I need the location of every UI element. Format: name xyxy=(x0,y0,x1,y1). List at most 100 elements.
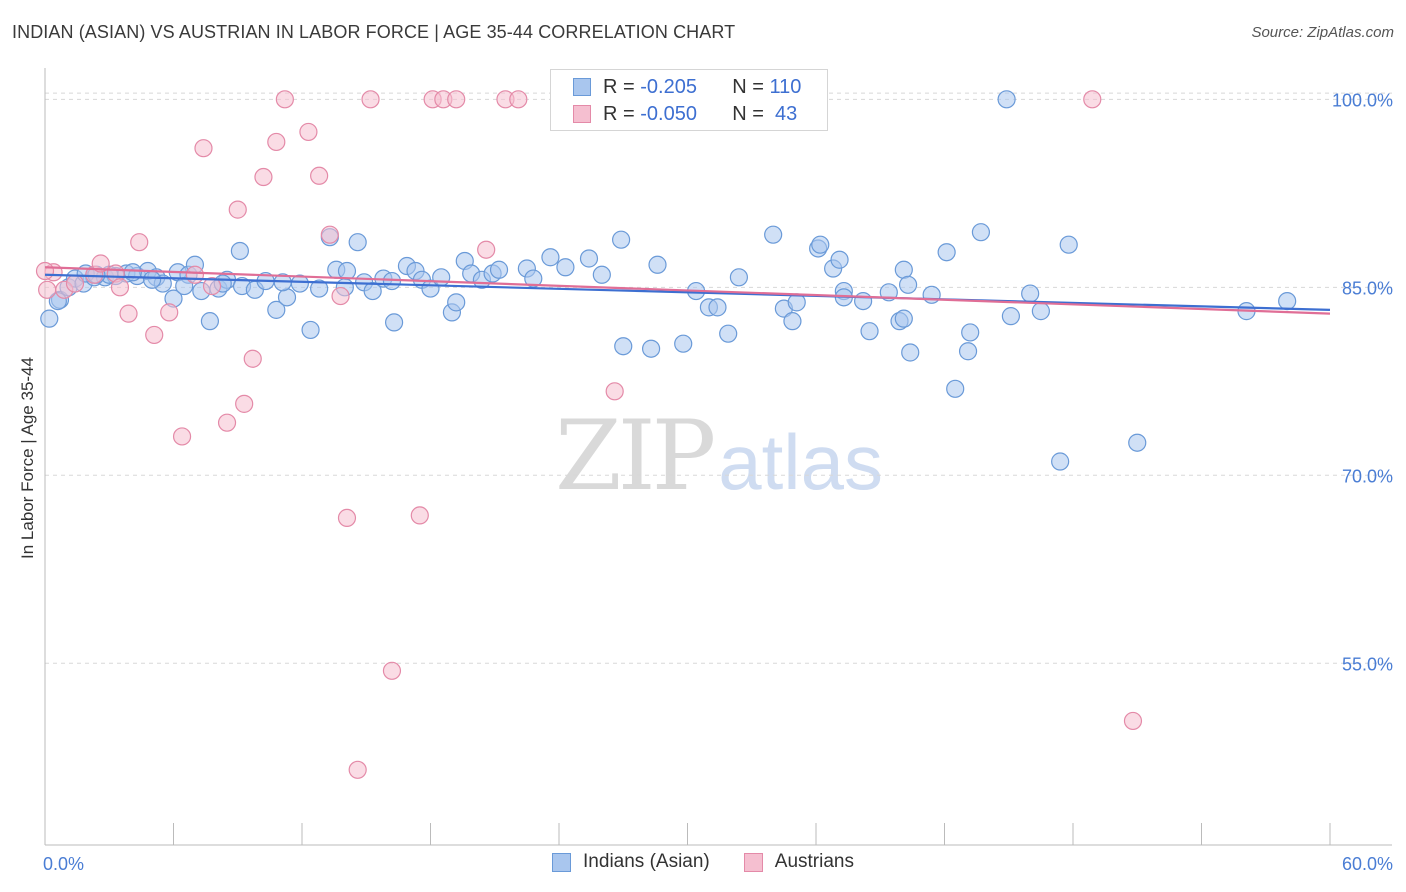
austrian-point xyxy=(145,325,164,345)
indian-point xyxy=(1051,452,1070,471)
indian-point xyxy=(432,268,451,287)
austrian-point xyxy=(194,139,213,158)
indian-point xyxy=(729,268,749,287)
austrian-point xyxy=(1123,711,1143,731)
austrian-point xyxy=(275,90,294,109)
legend-swatch-pink xyxy=(743,852,763,872)
n-value: 110 xyxy=(769,75,802,98)
austrian-point xyxy=(410,506,429,525)
n-label: N = xyxy=(732,75,764,98)
indian-point xyxy=(489,260,509,279)
austrian-point xyxy=(320,225,339,244)
n-label: N = xyxy=(732,102,764,125)
indian-point xyxy=(901,343,920,362)
indian-point xyxy=(830,250,849,269)
austrian-trend-line xyxy=(44,266,1331,315)
source-label: Source: ZipAtlas.com xyxy=(1251,24,1394,41)
r-value: -0.205 xyxy=(640,75,697,98)
series-legend: Indians (Asian) Austrians xyxy=(0,851,1406,873)
indian-point xyxy=(230,241,249,261)
legend-label-austrians: Austrians xyxy=(774,851,854,872)
indian-point xyxy=(894,260,913,279)
austrian-point xyxy=(91,254,110,273)
indian-point xyxy=(592,265,611,284)
austrian-point xyxy=(509,90,528,109)
indian-point xyxy=(612,230,631,249)
indian-point xyxy=(384,313,404,332)
indian-point xyxy=(1001,307,1020,326)
indian-point xyxy=(1021,284,1040,303)
indian-point xyxy=(997,90,1016,109)
austrian-point xyxy=(331,286,350,306)
austrian-point xyxy=(299,122,318,142)
austrian-point xyxy=(243,349,262,368)
watermark-zip: ZIP xyxy=(555,400,716,512)
indian-point xyxy=(40,309,59,328)
y-tick-label: 85.0% xyxy=(1342,278,1393,298)
austrian-point xyxy=(605,382,624,401)
x-tick-label: 0.0% xyxy=(43,854,84,874)
austrian-point xyxy=(337,508,357,528)
indian-point xyxy=(674,334,693,353)
austrian-point xyxy=(130,233,149,252)
legend-item-indians: Indians (Asian) xyxy=(552,851,710,873)
indian-point xyxy=(363,281,382,301)
indian-point xyxy=(277,288,297,307)
r-label: R = xyxy=(603,102,635,125)
austrian-point xyxy=(361,90,380,109)
austrian-point xyxy=(348,760,367,779)
indian-point xyxy=(648,255,667,274)
indian-point xyxy=(142,270,162,289)
indian-trend-line xyxy=(44,273,1331,311)
austrian-point xyxy=(119,304,138,323)
x-tick-label: 60.0% xyxy=(1342,854,1393,874)
austrian-point xyxy=(38,280,57,299)
r-value: -0.050 xyxy=(640,102,697,125)
indian-point xyxy=(200,312,220,331)
indian-point xyxy=(1031,302,1050,321)
austrian-point xyxy=(382,661,402,680)
indian-point xyxy=(898,275,918,294)
indian-point xyxy=(860,322,879,341)
indian-point xyxy=(894,309,913,328)
austrian-point xyxy=(228,200,247,219)
indian-point xyxy=(1128,433,1147,452)
austrian-point xyxy=(172,427,192,446)
austrian-point xyxy=(310,166,329,185)
austrian-point xyxy=(1083,90,1102,109)
indian-point xyxy=(783,312,802,331)
indian-point xyxy=(1278,292,1297,311)
austrian-point xyxy=(160,303,179,322)
austrian-point xyxy=(447,90,466,109)
indian-point xyxy=(937,243,956,262)
indian-point xyxy=(301,320,320,340)
indian-point xyxy=(946,379,965,398)
watermark-atlas: atlas xyxy=(718,418,883,506)
legend-swatch-blue xyxy=(573,78,591,96)
legend-swatch-pink xyxy=(573,105,591,123)
austrian-point xyxy=(477,240,496,259)
y-tick-label: 55.0% xyxy=(1342,654,1393,674)
legend-row-indians: R = -0.205 N = 110 xyxy=(573,74,801,100)
indian-point xyxy=(267,300,286,319)
austrian-point xyxy=(185,265,205,284)
legend-label-indians: Indians (Asian) xyxy=(583,851,710,872)
austrian-point xyxy=(235,394,254,413)
indian-point xyxy=(719,324,738,343)
indian-point xyxy=(958,342,978,361)
y-tick-label: 70.0% xyxy=(1342,466,1393,486)
indian-point xyxy=(541,248,560,267)
correlation-legend: R = -0.205 N = 110 R = -0.050 N = 43 xyxy=(550,69,828,131)
indian-point xyxy=(708,298,727,317)
austrian-point xyxy=(110,278,130,297)
indian-point xyxy=(447,293,466,312)
legend-swatch-blue xyxy=(552,852,572,872)
indian-point xyxy=(764,225,783,244)
indian-point xyxy=(1059,235,1078,254)
watermark: ZIPatlas xyxy=(555,400,883,512)
austrian-point xyxy=(254,167,273,187)
indian-point xyxy=(310,279,329,298)
n-value: 43 xyxy=(769,102,798,125)
indian-point xyxy=(348,233,367,252)
